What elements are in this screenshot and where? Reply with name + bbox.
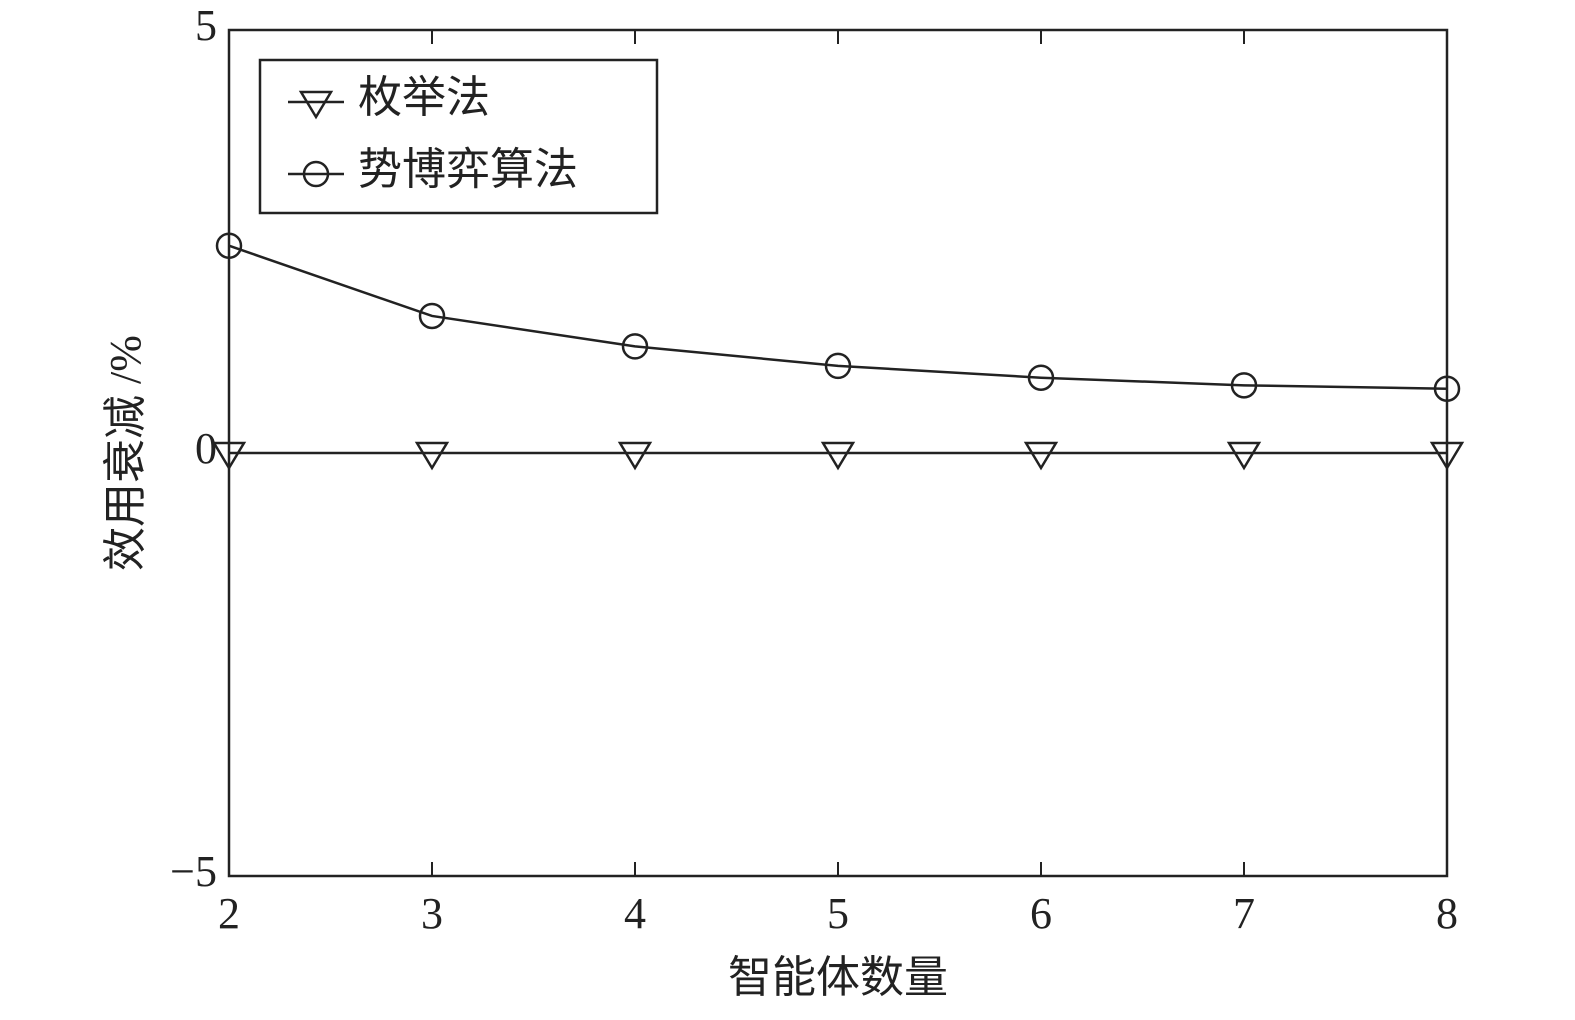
x-tick-label: 5 [827, 889, 849, 938]
series-line [228, 244, 1448, 390]
x-tick-label: 2 [218, 889, 240, 938]
marker [824, 352, 852, 380]
x-tick-label: 7 [1233, 889, 1255, 938]
x-tick-label: 6 [1030, 889, 1052, 938]
marker [215, 232, 243, 259]
x-tick-label: 3 [421, 889, 443, 938]
marker [820, 441, 856, 471]
legend-label: 枚举法 [358, 73, 490, 122]
marker [414, 441, 450, 471]
marker [1226, 441, 1262, 471]
x-tick-label: 4 [624, 889, 646, 938]
y-tick-label: −5 [170, 847, 217, 896]
marker [621, 333, 649, 360]
marker [1230, 372, 1258, 399]
legend-label: 势博弈算法 [358, 145, 578, 194]
marker [1433, 375, 1461, 402]
marker [1027, 364, 1055, 391]
marker [418, 302, 446, 330]
y-tick-label: 0 [195, 424, 217, 473]
legend-marker [298, 90, 334, 120]
marker [1429, 441, 1465, 471]
x-tick-label: 8 [1436, 889, 1458, 938]
x-axis-label: 智能体数量 [728, 953, 948, 1002]
marker [211, 441, 247, 471]
y-axis-label: 效用衰减 /% [101, 335, 150, 571]
legend-marker [302, 160, 330, 188]
y-tick-label: 5 [195, 1, 217, 50]
legend-box [258, 58, 659, 215]
marker [1023, 441, 1059, 471]
marker [617, 441, 653, 471]
